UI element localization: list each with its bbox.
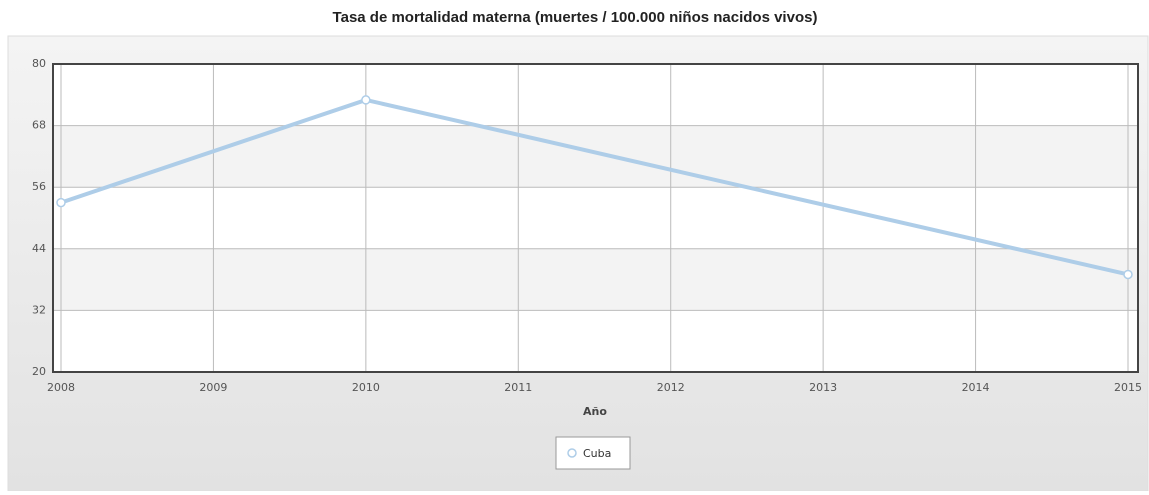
x-tick-label: 2014 [962,381,990,394]
y-tick-label: 68 [32,119,46,132]
legend-label: Cuba [583,447,611,460]
y-tick-label: 80 [32,57,46,70]
x-tick-label: 2008 [47,381,75,394]
plot-area [53,64,1138,372]
point [1123,269,1133,280]
x-tick-label: 2009 [199,381,227,394]
plot-border [52,63,1139,373]
x-axis-label: Año [583,405,607,418]
y-tick-label: 44 [32,242,46,255]
plot-band [53,248,1138,311]
y-tick-label: 20 [32,365,46,378]
x-tick-label: 2015 [1114,381,1142,394]
x-tick-label: 2013 [809,381,837,394]
x-tick-label: 2012 [657,381,685,394]
chart-title: Tasa de mortalidad materna (muertes / 10… [333,9,818,26]
y-tick-label: 32 [32,303,46,316]
point [361,95,371,105]
y-tick-label: 56 [32,180,46,193]
x-tick-label: 2010 [352,381,380,394]
x-tick-label: 2011 [504,381,532,394]
legend-marker [567,448,577,458]
plot-band [53,125,1138,188]
point [56,197,66,208]
